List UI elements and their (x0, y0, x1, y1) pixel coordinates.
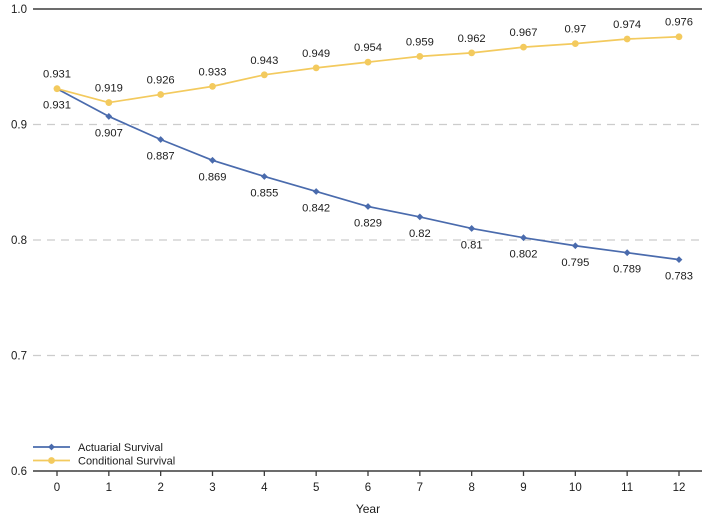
actuarial-survival-marker (209, 156, 216, 164)
data-point-label: 0.783 (665, 271, 693, 283)
actuarial-survival-marker (260, 173, 268, 180)
data-point-label: 0.959 (406, 36, 434, 48)
actuarial-survival-marker (416, 213, 424, 221)
actuarial-survival-marker (623, 249, 631, 257)
data-point-label: 0.949 (302, 48, 330, 60)
data-point-label: 0.926 (147, 74, 175, 86)
data-point-label: 0.962 (458, 33, 486, 45)
x-tick-label: 3 (209, 482, 215, 494)
data-point-label: 0.82 (409, 228, 431, 240)
actuarial-survival-marker (675, 256, 683, 264)
x-tick-label: 6 (365, 482, 371, 494)
data-point-label: 0.802 (509, 249, 537, 261)
actuarial-survival-line (56, 87, 680, 261)
conditional-survival-marker (209, 82, 216, 90)
data-point-label: 0.954 (354, 42, 382, 54)
x-tick-label: 2 (157, 482, 163, 494)
data-point-label: 0.887 (147, 151, 175, 163)
legend-label: Conditional Survival (78, 456, 175, 468)
data-point-label: 0.931 (43, 100, 71, 112)
y-tick-label: 0.6 (11, 466, 27, 478)
actuarial-survival-marker (157, 136, 165, 143)
data-point-label: 0.869 (198, 171, 226, 183)
conditional-survival-marker (623, 35, 631, 43)
data-point-label: 0.943 (250, 55, 278, 67)
y-tick-label: 0.8 (11, 235, 27, 247)
conditional-survival-marker (675, 33, 683, 41)
conditional-survival-marker (520, 43, 527, 51)
data-point-label: 0.842 (302, 202, 330, 214)
y-tick-label: 0.7 (11, 351, 27, 363)
conditional-survival-marker (157, 91, 165, 98)
legend-marker (48, 457, 55, 464)
data-point-label: 0.907 (95, 127, 123, 139)
y-tick-label: 0.9 (11, 120, 27, 132)
x-tick-label: 4 (261, 482, 268, 494)
y-tick-label: 1.0 (11, 4, 27, 16)
data-point-label: 0.976 (665, 17, 693, 29)
data-point-label: 0.855 (250, 187, 278, 199)
x-tick-label: 12 (673, 482, 686, 494)
conditional-survival-marker (468, 49, 476, 57)
x-tick-label: 9 (520, 482, 526, 494)
data-point-label: 0.789 (613, 264, 641, 276)
x-tick-label: 0 (54, 482, 60, 494)
conditional-survival-marker (260, 71, 268, 79)
data-point-label: 0.919 (95, 83, 123, 95)
actuarial-survival-marker (105, 113, 113, 120)
conditional-survival-marker (312, 64, 320, 72)
actuarial-survival-marker (520, 234, 527, 242)
legend-marker (48, 443, 55, 451)
conditional-survival-marker (416, 52, 424, 60)
data-point-label: 0.931 (43, 69, 71, 81)
data-point-label: 0.97 (564, 24, 586, 36)
data-point-label: 0.967 (509, 27, 537, 39)
data-point-label: 0.829 (354, 218, 382, 230)
data-point-label: 0.795 (561, 257, 589, 269)
x-tick-label: 10 (569, 482, 582, 494)
data-point-label: 0.974 (613, 19, 641, 31)
legend-label: Actuarial Survival (78, 442, 163, 454)
x-tick-label: 1 (106, 482, 112, 494)
x-tick-label: 8 (468, 482, 474, 494)
x-tick-label: 11 (621, 482, 633, 494)
actuarial-survival-marker (468, 225, 476, 232)
actuarial-survival-marker (571, 242, 579, 250)
conditional-survival-marker (53, 85, 61, 93)
conditional-survival-marker (105, 99, 113, 106)
x-tick-label: 5 (313, 482, 319, 494)
x-tick-label: 7 (417, 482, 423, 494)
conditional-survival-marker (571, 40, 579, 48)
data-point-label: 0.933 (198, 66, 226, 78)
actuarial-survival-marker (312, 188, 320, 195)
data-point-label: 0.81 (461, 239, 483, 251)
conditional-survival-marker (364, 58, 372, 66)
actuarial-survival-marker (364, 203, 372, 210)
x-axis-title: Year (356, 502, 380, 516)
